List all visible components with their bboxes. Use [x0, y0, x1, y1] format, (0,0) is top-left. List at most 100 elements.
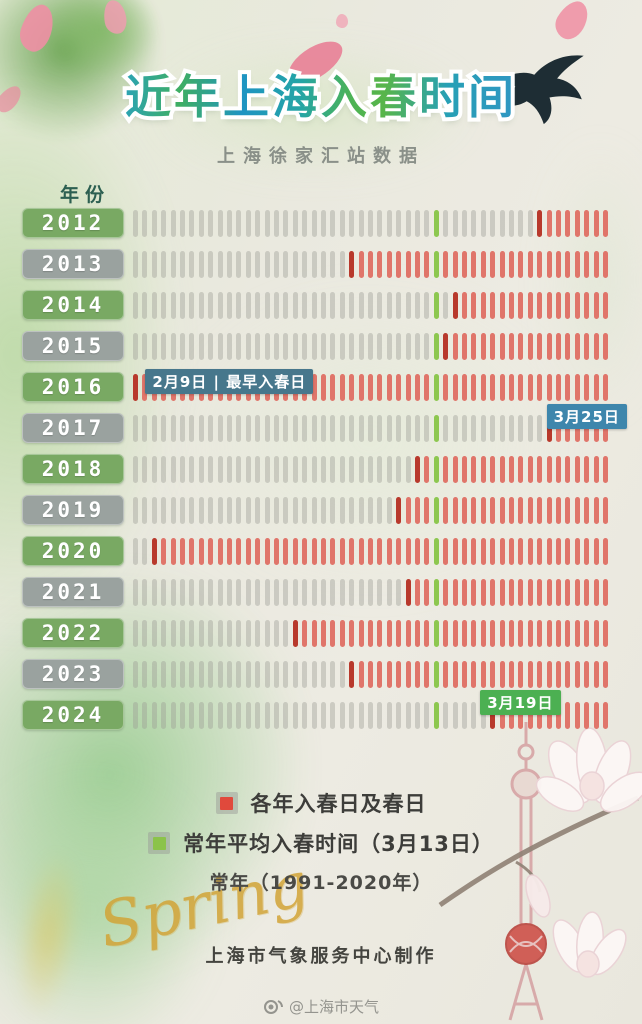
- spring-day-tick: [339, 374, 345, 401]
- pre-spring-day-tick: [330, 415, 336, 442]
- pre-spring-day-tick: [386, 702, 392, 729]
- spring-day-tick: [527, 333, 533, 360]
- legend-green-swatch: [148, 832, 171, 854]
- spring-day-tick: [311, 620, 317, 647]
- pre-spring-day-tick: [283, 661, 289, 688]
- pre-spring-day-tick: [283, 251, 289, 278]
- day-tick-strip: [133, 449, 613, 490]
- spring-day-tick: [593, 538, 599, 565]
- pre-spring-day-tick: [321, 456, 326, 483]
- spring-day-tick: [546, 210, 552, 237]
- pre-spring-day-tick: [170, 497, 176, 524]
- spring-day-tick: [471, 456, 477, 483]
- pre-spring-day-tick: [424, 292, 430, 319]
- spring-day-tick: [349, 374, 355, 401]
- pre-spring-day-tick: [377, 702, 383, 729]
- spring-day-tick: [556, 620, 561, 647]
- pre-spring-day-tick: [527, 210, 533, 237]
- spring-day-tick: [227, 538, 232, 565]
- pre-spring-day-tick: [180, 292, 185, 319]
- day-tick-strip: [133, 285, 613, 326]
- pre-spring-day-tick: [227, 620, 232, 647]
- pre-spring-day-tick: [339, 251, 345, 278]
- petal-decoration: [549, 0, 595, 45]
- spring-day-tick: [546, 661, 552, 688]
- pre-spring-day-tick: [217, 620, 223, 647]
- pre-spring-day-tick: [189, 251, 195, 278]
- pre-spring-day-tick: [330, 210, 336, 237]
- spring-day-tick: [236, 538, 242, 565]
- legend-label: 常年平均入春时间（3月13日）: [183, 832, 494, 856]
- spring-day-tick: [593, 620, 599, 647]
- year-badge: 2012: [22, 208, 124, 238]
- spring-day-tick: [462, 497, 467, 524]
- spring-day-tick: [509, 251, 514, 278]
- spring-day-tick: [565, 251, 571, 278]
- pre-spring-day-tick: [227, 497, 232, 524]
- spring-start-day-tick: [443, 333, 449, 360]
- spring-day-tick: [603, 579, 608, 606]
- pre-spring-day-tick: [405, 456, 411, 483]
- year-row: 2019: [0, 490, 642, 531]
- spring-day-tick: [471, 251, 477, 278]
- spring-day-tick: [593, 210, 599, 237]
- average-spring-date-tick: [433, 415, 439, 442]
- spring-day-tick: [386, 538, 392, 565]
- spring-day-tick: [603, 620, 608, 647]
- spring-day-tick: [424, 620, 430, 647]
- spring-day-tick: [574, 333, 580, 360]
- spring-day-tick: [518, 497, 524, 524]
- spring-day-tick: [593, 456, 599, 483]
- pre-spring-day-tick: [133, 579, 138, 606]
- spring-day-tick: [321, 374, 326, 401]
- pre-spring-day-tick: [292, 456, 298, 483]
- spring-day-tick: [603, 661, 608, 688]
- spring-day-tick: [471, 620, 477, 647]
- spring-day-tick: [405, 497, 411, 524]
- spring-day-tick: [490, 620, 496, 647]
- spring-day-tick: [462, 251, 467, 278]
- pre-spring-day-tick: [227, 415, 232, 442]
- pre-spring-day-tick: [161, 620, 167, 647]
- average-spring-date-tick: [433, 292, 439, 319]
- spring-start-day-tick: [133, 374, 138, 401]
- pre-spring-day-tick: [151, 415, 157, 442]
- pre-spring-day-tick: [499, 210, 505, 237]
- pre-spring-day-tick: [424, 415, 430, 442]
- spring-day-tick: [330, 538, 336, 565]
- pre-spring-day-tick: [133, 456, 138, 483]
- spring-day-tick: [499, 497, 505, 524]
- spring-day-tick: [321, 620, 326, 647]
- spring-day-tick: [537, 661, 543, 688]
- year-badge: 2014: [22, 290, 124, 320]
- spring-day-tick: [368, 661, 373, 688]
- spring-day-tick: [537, 702, 543, 729]
- spring-day-tick: [292, 538, 298, 565]
- pre-spring-day-tick: [415, 292, 420, 319]
- pre-spring-day-tick: [161, 702, 167, 729]
- spring-day-tick: [518, 661, 524, 688]
- spring-day-tick: [565, 661, 571, 688]
- spring-day-tick: [603, 333, 608, 360]
- spring-day-tick: [537, 333, 543, 360]
- spring-day-tick: [339, 620, 345, 647]
- pre-spring-day-tick: [217, 661, 223, 688]
- pre-spring-day-tick: [396, 415, 402, 442]
- pre-spring-day-tick: [142, 579, 148, 606]
- pre-spring-day-tick: [321, 497, 326, 524]
- pre-spring-day-tick: [274, 620, 279, 647]
- pre-spring-day-tick: [302, 333, 308, 360]
- spring-day-tick: [490, 292, 496, 319]
- pre-spring-day-tick: [151, 333, 157, 360]
- year-badge: 2015: [22, 331, 124, 361]
- spring-day-tick: [358, 251, 364, 278]
- pre-spring-day-tick: [264, 661, 270, 688]
- spring-day-tick: [424, 497, 430, 524]
- spring-day-tick: [603, 292, 608, 319]
- pre-spring-day-tick: [142, 210, 148, 237]
- pre-spring-day-tick: [339, 210, 345, 237]
- pre-spring-day-tick: [311, 702, 317, 729]
- pre-spring-day-tick: [443, 702, 449, 729]
- pre-spring-day-tick: [377, 415, 383, 442]
- spring-day-tick: [462, 661, 467, 688]
